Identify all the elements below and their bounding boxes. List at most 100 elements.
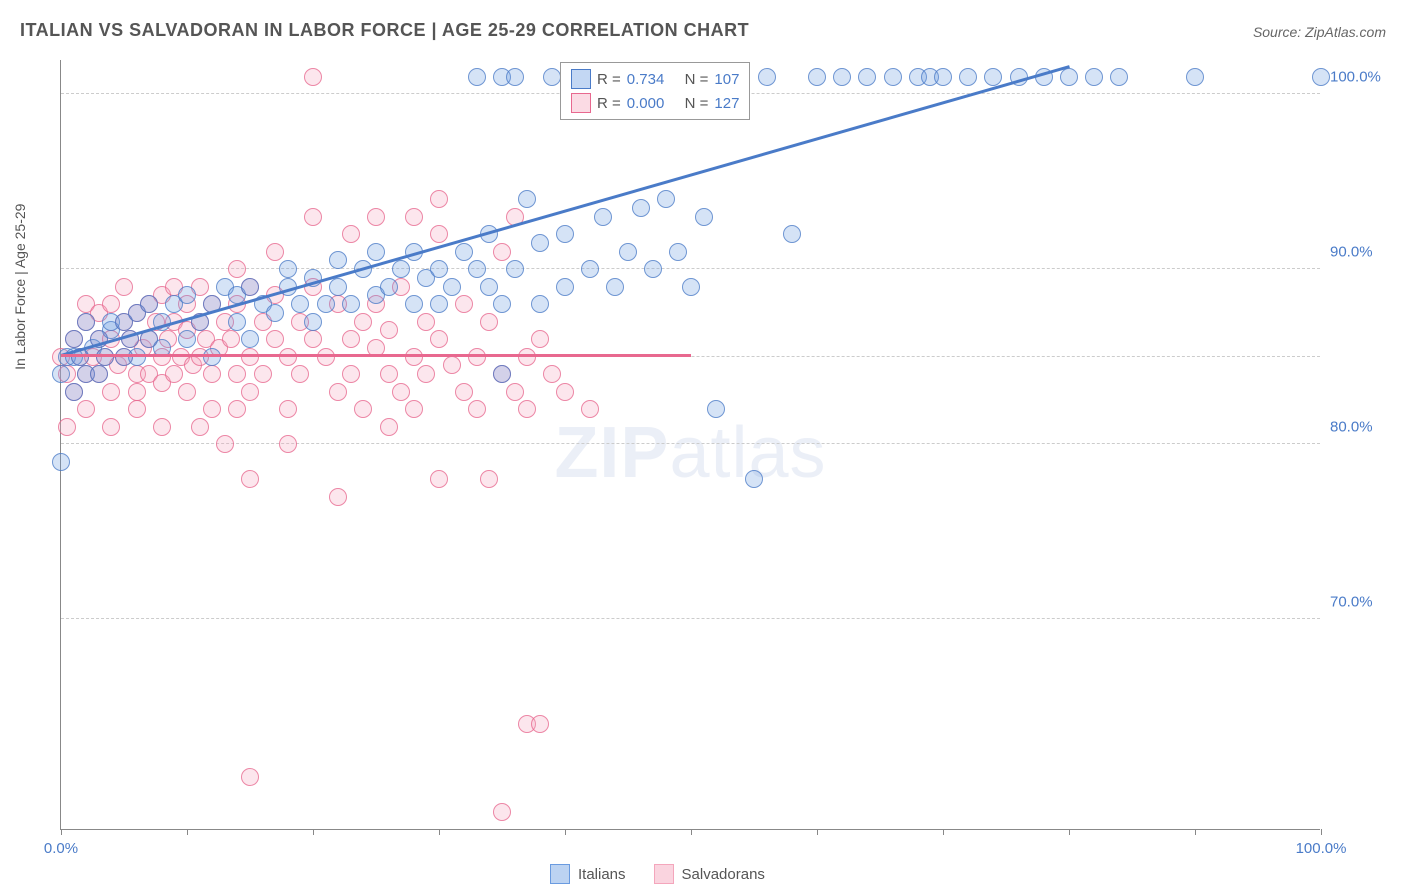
x-tick-label: 100.0% bbox=[1296, 840, 1347, 857]
data-point bbox=[480, 278, 498, 296]
data-point bbox=[304, 208, 322, 226]
data-point bbox=[493, 295, 511, 313]
data-point bbox=[128, 400, 146, 418]
data-point bbox=[1060, 68, 1078, 86]
legend-r-label: R = bbox=[597, 95, 621, 112]
data-point bbox=[758, 68, 776, 86]
data-point bbox=[65, 383, 83, 401]
data-point bbox=[266, 330, 284, 348]
data-point bbox=[304, 330, 322, 348]
data-point bbox=[241, 278, 259, 296]
y-axis-label: In Labor Force | Age 25-29 bbox=[12, 204, 28, 370]
chart-title: ITALIAN VS SALVADORAN IN LABOR FORCE | A… bbox=[20, 20, 749, 41]
data-point bbox=[430, 225, 448, 243]
data-point bbox=[279, 400, 297, 418]
data-point bbox=[934, 68, 952, 86]
data-point bbox=[468, 68, 486, 86]
data-point bbox=[455, 243, 473, 261]
data-point bbox=[241, 330, 259, 348]
data-point bbox=[1312, 68, 1330, 86]
data-point bbox=[644, 260, 662, 278]
data-point bbox=[165, 365, 183, 383]
data-point bbox=[178, 286, 196, 304]
data-point bbox=[52, 365, 70, 383]
data-point bbox=[468, 400, 486, 418]
correlation-legend: R =0.734 N =107R =0.000 N =127 bbox=[560, 62, 750, 120]
data-point bbox=[443, 278, 461, 296]
data-point bbox=[291, 295, 309, 313]
legend-row: R =0.734 N =107 bbox=[571, 67, 739, 91]
data-point bbox=[531, 330, 549, 348]
data-point bbox=[380, 278, 398, 296]
data-point bbox=[468, 348, 486, 366]
data-point bbox=[430, 295, 448, 313]
data-point bbox=[279, 435, 297, 453]
data-point bbox=[392, 383, 410, 401]
data-point bbox=[342, 225, 360, 243]
data-point bbox=[102, 383, 120, 401]
data-point bbox=[222, 330, 240, 348]
data-point bbox=[430, 470, 448, 488]
data-point bbox=[241, 348, 259, 366]
x-tick bbox=[1321, 829, 1322, 835]
data-point bbox=[58, 418, 76, 436]
x-tick bbox=[1069, 829, 1070, 835]
legend-r-label: R = bbox=[597, 71, 621, 88]
data-point bbox=[317, 295, 335, 313]
data-point bbox=[430, 260, 448, 278]
data-point bbox=[354, 313, 372, 331]
data-point bbox=[518, 190, 536, 208]
data-point bbox=[367, 243, 385, 261]
data-point bbox=[241, 383, 259, 401]
x-tick bbox=[1195, 829, 1196, 835]
watermark-bold: ZIP bbox=[554, 413, 669, 493]
data-point bbox=[178, 330, 196, 348]
data-point bbox=[203, 348, 221, 366]
x-tick bbox=[61, 829, 62, 835]
legend-row: R =0.000 N =127 bbox=[571, 91, 739, 115]
data-point bbox=[632, 199, 650, 217]
data-point bbox=[808, 68, 826, 86]
data-point bbox=[203, 400, 221, 418]
data-point bbox=[594, 208, 612, 226]
data-point bbox=[304, 68, 322, 86]
data-point bbox=[228, 400, 246, 418]
data-point bbox=[707, 400, 725, 418]
data-point bbox=[518, 348, 536, 366]
data-point bbox=[380, 418, 398, 436]
data-point bbox=[266, 243, 284, 261]
data-point bbox=[493, 365, 511, 383]
data-point bbox=[102, 418, 120, 436]
x-tick bbox=[943, 829, 944, 835]
data-point bbox=[153, 418, 171, 436]
data-point bbox=[783, 225, 801, 243]
x-tick bbox=[565, 829, 566, 835]
data-point bbox=[380, 365, 398, 383]
data-point bbox=[228, 260, 246, 278]
data-point bbox=[266, 304, 284, 322]
plot-area: ZIPatlas 70.0%80.0%90.0%100.0%0.0%100.0% bbox=[60, 60, 1320, 830]
legend-label: Salvadorans bbox=[682, 866, 765, 883]
data-point bbox=[745, 470, 763, 488]
x-tick bbox=[691, 829, 692, 835]
data-point bbox=[430, 190, 448, 208]
data-point bbox=[228, 313, 246, 331]
data-point bbox=[392, 260, 410, 278]
data-point bbox=[291, 365, 309, 383]
x-tick bbox=[313, 829, 314, 835]
data-point bbox=[417, 313, 435, 331]
data-point bbox=[619, 243, 637, 261]
data-point bbox=[405, 208, 423, 226]
data-point bbox=[342, 365, 360, 383]
data-point bbox=[329, 251, 347, 269]
data-point bbox=[329, 278, 347, 296]
data-point bbox=[178, 383, 196, 401]
legend-n-label: N = bbox=[685, 95, 709, 112]
watermark: ZIPatlas bbox=[554, 412, 826, 494]
legend-r-value: 0.734 bbox=[627, 71, 665, 88]
data-point bbox=[443, 356, 461, 374]
data-point bbox=[77, 400, 95, 418]
data-point bbox=[102, 295, 120, 313]
data-point bbox=[216, 435, 234, 453]
data-point bbox=[581, 400, 599, 418]
